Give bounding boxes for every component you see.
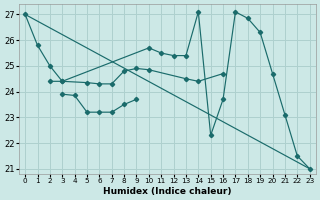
X-axis label: Humidex (Indice chaleur): Humidex (Indice chaleur)	[103, 187, 232, 196]
